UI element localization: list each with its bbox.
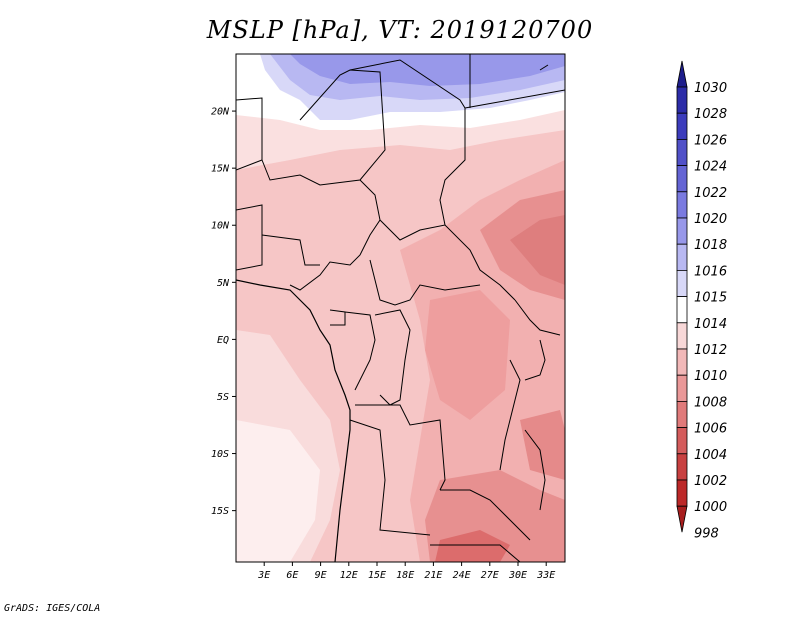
lat-tick-label: 15S xyxy=(211,506,229,517)
field-1018-north xyxy=(290,54,565,86)
colorbar-label: 1015 xyxy=(694,291,727,306)
colorbar-segment xyxy=(676,138,688,166)
colorbar-label: 1006 xyxy=(694,422,727,437)
lat-tick-label: 10N xyxy=(211,221,230,232)
boundary-libya-chad xyxy=(349,59,466,226)
field-1009-congo xyxy=(425,290,510,420)
lat-tick-label: 10S xyxy=(211,449,229,460)
lat-tick-label: 5N xyxy=(217,278,230,289)
boundary-car-sudan xyxy=(379,219,516,301)
country-boundaries xyxy=(236,54,565,562)
colorbar-bottom-arrow xyxy=(676,505,688,533)
lon-tick-label: 9E xyxy=(315,570,327,581)
colorbar-top-arrow xyxy=(676,60,688,88)
boundary-lake-tanganyika xyxy=(499,359,521,471)
colorbar-label: 1016 xyxy=(694,264,727,279)
field-1014-sw xyxy=(236,420,320,562)
latitude-axis: 20N 15N 10N 5N EQ 5S 10S 15S xyxy=(211,107,236,517)
lon-tick-label: 3E xyxy=(257,570,270,581)
boundary-niger-mali xyxy=(261,69,386,186)
lon-tick-label: 15E xyxy=(368,570,386,581)
boundary-nigeria xyxy=(289,179,381,291)
colorbar-segment xyxy=(676,217,688,245)
colorbar-label: 1018 xyxy=(694,238,727,253)
boundary-burkina xyxy=(261,234,320,266)
colorbar-segment xyxy=(676,427,688,455)
colorbar-segment xyxy=(676,374,688,402)
boundary-angola-namibia xyxy=(349,419,431,536)
grads-credit: GrADS: IGES/COLA xyxy=(4,603,101,614)
lat-tick-label: EQ xyxy=(217,335,229,346)
lon-tick-label: 12E xyxy=(340,570,358,581)
boundary-botswana xyxy=(430,544,521,562)
boundary-car-drc xyxy=(369,259,481,306)
colorbar-label: 1008 xyxy=(694,395,727,410)
colorbar-segment xyxy=(676,112,688,140)
colorbar-label: 1000 xyxy=(694,500,727,515)
colorbar-label: 1024 xyxy=(694,160,727,175)
atlantic-coastline xyxy=(236,279,351,562)
map-frame xyxy=(235,53,566,563)
colorbar-segment xyxy=(676,479,688,507)
colorbar-segment xyxy=(676,348,688,376)
boundary-west-sahara xyxy=(236,97,263,171)
colorbar-segment xyxy=(676,86,688,114)
boundary-gabon-congo xyxy=(344,311,376,391)
lon-tick-label: 21E xyxy=(424,570,442,581)
field-1006-south xyxy=(435,530,510,562)
longitude-axis: 3E 6E 9E 12E 15E 18E 21E 24E 27E 30E 33E xyxy=(257,562,555,581)
colorbar-segment xyxy=(676,165,688,193)
map-title: MSLP [hPa], VT: 2019120700 xyxy=(206,16,594,44)
colorbar-label: 1020 xyxy=(694,212,727,227)
lon-tick-label: 30E xyxy=(508,570,527,581)
colorbar-label: 1022 xyxy=(694,186,727,201)
colorbar-segment xyxy=(676,453,688,481)
colorbar-label: 1026 xyxy=(694,133,727,148)
boundary-lake-victoria xyxy=(524,339,546,381)
colorbar-label: 1030 xyxy=(694,81,727,96)
colorbar-label: 1004 xyxy=(694,448,727,463)
colorbar-label: 1012 xyxy=(694,343,727,358)
colorbar-segment xyxy=(676,322,688,350)
lat-tick-label: 5S xyxy=(217,392,229,403)
lat-tick-label: 15N xyxy=(211,164,230,175)
colorbar-segment xyxy=(676,269,688,297)
lon-tick-label: 33E xyxy=(536,570,555,581)
colorbar-segment xyxy=(676,400,688,428)
colorbar-segment xyxy=(676,296,688,324)
colorbar-label: 998 xyxy=(694,526,719,541)
boundary-zambia xyxy=(440,489,531,541)
boundary-egypt-sudan xyxy=(464,89,565,109)
lon-tick-label: 24E xyxy=(453,570,471,581)
lon-tick-label: 27E xyxy=(481,570,499,581)
field-1008-east xyxy=(520,410,565,480)
pressure-field xyxy=(236,54,565,562)
colorbar-label: 1028 xyxy=(694,107,727,122)
boundary-uganda xyxy=(514,299,561,336)
sinai-coast xyxy=(539,64,549,71)
boundary-lake-malawi xyxy=(524,429,546,511)
colorbar: 1030 1028 1026 1024 1022 1020 1018 1016 1015 1014… xyxy=(676,60,727,541)
colorbar-label: 1010 xyxy=(694,369,727,384)
field-1007-ne xyxy=(510,215,565,285)
colorbar-segment xyxy=(676,191,688,219)
boundary-angola-drc xyxy=(355,404,446,491)
colorbar-segment xyxy=(676,243,688,271)
lon-tick-label: 6E xyxy=(286,570,298,581)
lon-tick-label: 18E xyxy=(396,570,414,581)
boundary-eq-guinea xyxy=(329,309,346,326)
colorbar-label: 1014 xyxy=(694,317,727,332)
colorbar-label: 1002 xyxy=(694,474,727,489)
lat-tick-label: 20N xyxy=(211,107,230,118)
